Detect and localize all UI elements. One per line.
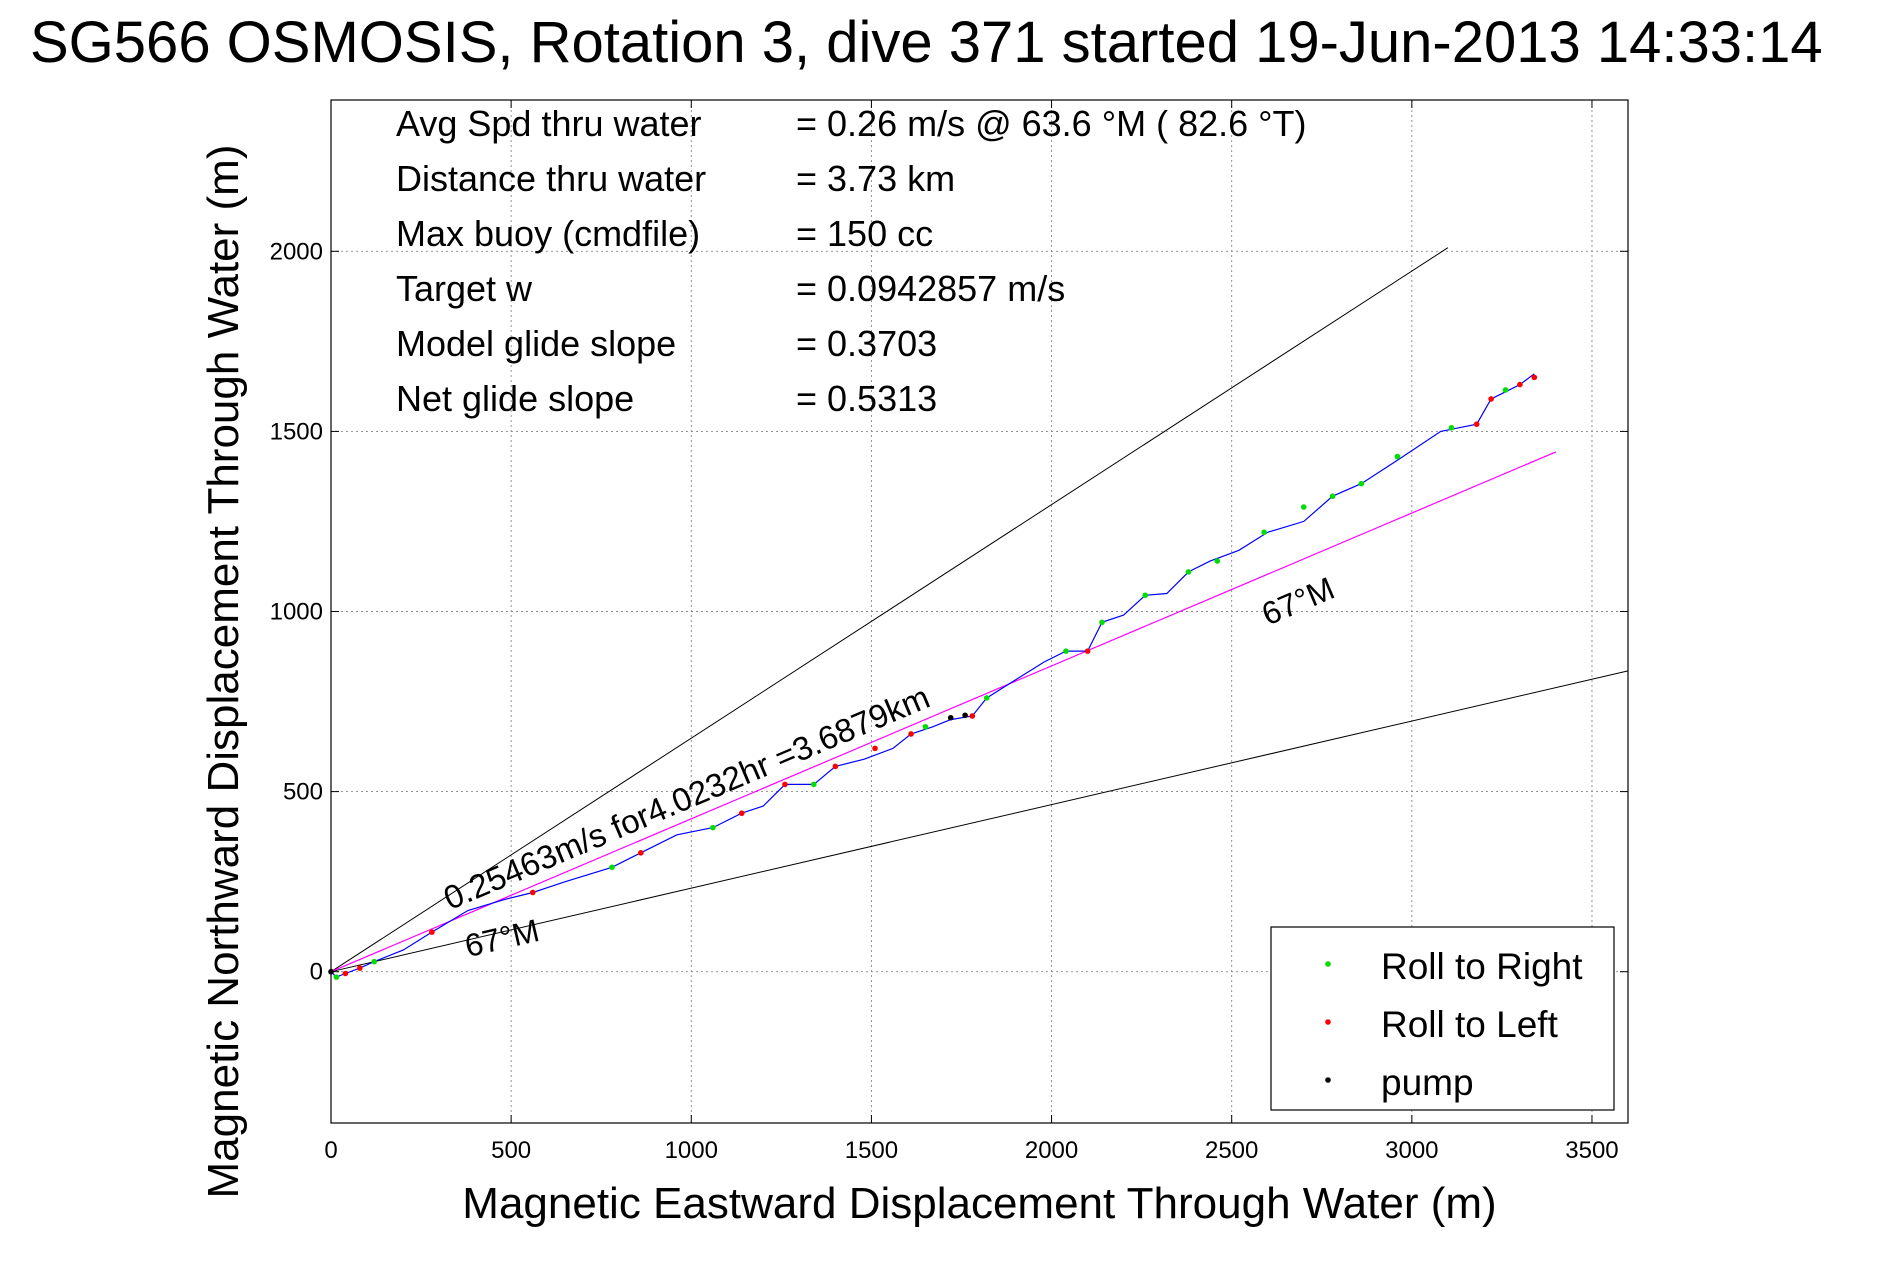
marker-points [328,374,1538,980]
roll-right-point [1358,480,1365,487]
roll-left-point [908,731,914,737]
x-axis-label: Magnetic Eastward Displacement Through W… [462,1179,1496,1228]
roll-right-point [1063,648,1069,654]
x-tick-label: 1500 [845,1137,898,1164]
info-label: Net glide slope [396,378,634,419]
y-tick-label: 1500 [270,418,323,445]
roll-left-point [1531,374,1538,381]
info-value: = 0.5313 [796,378,937,419]
pump-point [947,714,954,721]
roll-left-point [342,970,349,977]
info-block: Avg Spd thru water = 0.26 m/s @ 63.6 °M (… [396,103,1307,419]
heading-annotation-upper: 67°M [1256,570,1339,632]
y-tick-label: 2000 [270,238,323,265]
roll-left-point [782,781,788,788]
roll-right-point [922,723,929,730]
x-tick-label: 500 [491,1137,531,1164]
legend-marker [1325,961,1331,967]
roll-left-point [872,745,878,752]
roll-left-point [1517,381,1523,388]
roll-right-point [1099,619,1105,626]
upper-bound-line [330,247,1449,973]
pump-point [962,712,968,719]
roll-right-point [1300,504,1307,510]
roll-left-point [638,850,644,856]
x-tick-label: 1000 [665,1137,718,1164]
info-label: Model glide slope [396,323,676,364]
info-value: = 0.3703 [796,323,937,364]
info-label: Avg Spd thru water [396,103,702,144]
roll-right-point [1214,558,1221,564]
info-value: = 0.26 m/s @ 63.6 °M ( 82.6 °T) [796,103,1307,144]
roll-right-point [333,974,340,980]
x-tick-label: 2500 [1205,1137,1258,1164]
roll-left-point [969,713,976,719]
x-tick-label: 0 [324,1137,337,1164]
y-tick-label: 500 [283,779,323,806]
series-lines [330,373,1557,978]
x-tick-label: 3000 [1385,1137,1438,1164]
legend-marker [1325,1019,1331,1025]
y-axis-label: Magnetic Northward Displacement Through … [199,145,248,1199]
roll-right-point [983,695,990,701]
x-tick-label: 2000 [1025,1137,1078,1164]
speed-annotation: 0.25463m/s for4.0232hr =3.6879km [438,678,935,917]
roll-left-point [738,810,745,817]
y-tick-label: 1000 [270,599,323,626]
y-tick-label: 0 [310,959,323,986]
info-value: = 0.0942857 m/s [796,268,1065,309]
net-displacement-line [330,451,1557,973]
roll-right-point [810,781,817,788]
roll-right-point [1142,592,1149,599]
bound-lines [330,247,1629,973]
roll-left-point [1473,421,1480,427]
roll-right-point [1448,424,1455,431]
info-label: Max buoy (cmdfile) [396,213,700,254]
roll-right-point [1394,453,1401,460]
dive-track-line [330,373,1535,978]
roll-right-point [609,864,615,871]
legend-marker [1325,1077,1331,1083]
info-value: = 3.73 km [796,158,955,199]
lower-bound-line [330,670,1629,973]
roll-left-point [429,929,435,935]
legend-label: Roll to Left [1381,1004,1559,1045]
chart-title: SG566 OSMOSIS, Rotation 3, dive 371 star… [30,10,1823,75]
info-label: Target w [396,268,533,309]
roll-left-point [1488,396,1494,402]
gridlines [330,100,1628,1123]
roll-right-point [1185,569,1192,575]
roll-right-point [710,824,716,831]
roll-left-point [357,965,363,971]
heading-annotation-lower: 67°M [461,912,542,964]
roll-right-point [1329,493,1336,500]
legend: Roll to Right Roll to Left pump [1270,926,1615,1111]
legend-label: Roll to Right [1381,946,1583,987]
roll-right-point [1261,529,1267,536]
x-tick-label: 3500 [1565,1137,1618,1164]
axis-ticks: 0 500 1000 1500 2000 2500 3000 3500 0 500 1000 1500… [270,100,1628,1164]
info-value: = 150 cc [796,213,933,254]
roll-left-point [529,889,536,896]
info-label: Distance thru water [396,158,706,199]
legend-label: pump [1381,1062,1474,1103]
roll-left-point [1084,648,1091,654]
roll-left-point [832,763,839,770]
roll-right-point [371,958,378,965]
roll-right-point [1502,387,1509,393]
